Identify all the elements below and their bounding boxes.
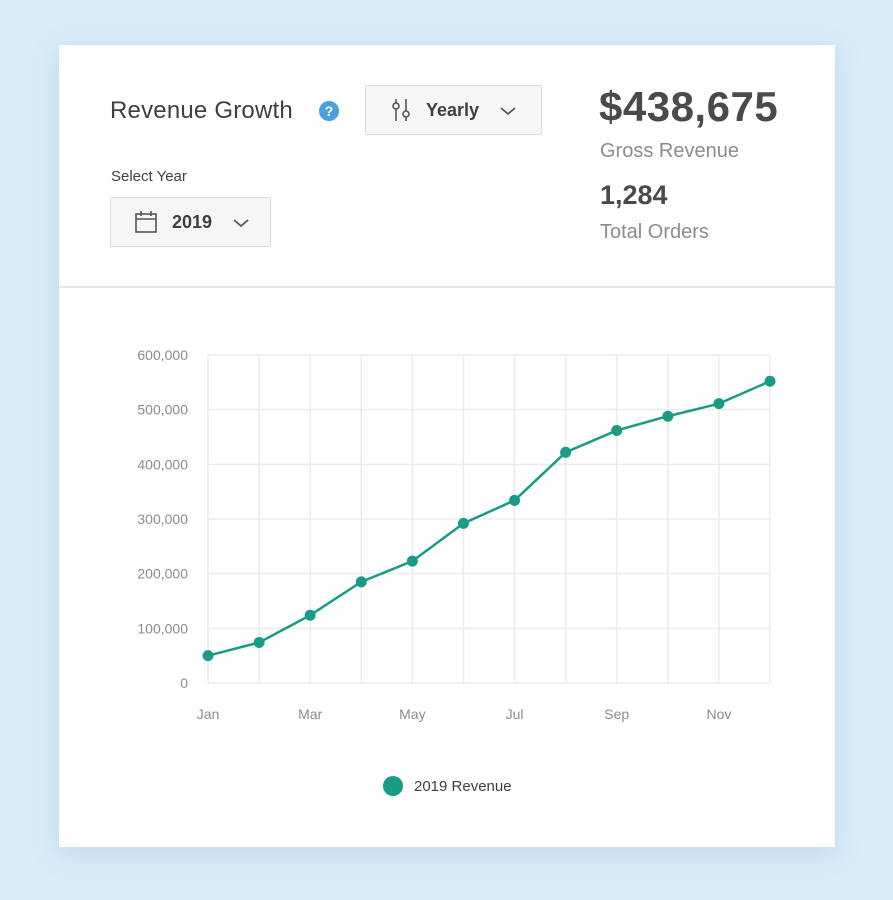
revenue-line-chart: 0 100,000 200,000 300,000 400,000 500,000 600,… (137, 347, 776, 722)
sliders-icon (390, 97, 412, 123)
data-point (355, 576, 367, 588)
data-point (611, 424, 623, 436)
x-tick-label: May (399, 706, 425, 722)
legend-swatch (383, 776, 403, 796)
chevron-down-icon (232, 216, 250, 228)
gross-revenue-value: $438,675 (599, 83, 779, 130)
year-select[interactable]: 2019 (110, 197, 271, 247)
data-point (560, 446, 572, 458)
data-point (764, 375, 776, 387)
year-select-value: 2019 (172, 211, 213, 232)
data-point (509, 494, 521, 506)
y-tick-label: 500,000 (137, 402, 188, 418)
calendar-icon (134, 210, 158, 234)
y-tick-label: 200,000 (137, 566, 188, 582)
y-tick-label: 0 (180, 675, 188, 691)
legend-label: 2019 Revenue (414, 777, 512, 795)
gross-revenue-label: Gross Revenue (600, 140, 739, 162)
x-tick-label: Sep (604, 706, 629, 722)
chart-legend: 2019 Revenue (383, 776, 512, 796)
help-icon[interactable]: ? (319, 101, 339, 121)
y-tick-label: 300,000 (137, 511, 188, 527)
data-point (406, 555, 418, 567)
x-tick-label: Jul (506, 706, 524, 722)
total-orders-value: 1,284 (600, 180, 668, 210)
x-tick-label: Mar (298, 706, 322, 722)
page-title: Revenue Growth (110, 97, 293, 124)
x-tick-label: Nov (706, 706, 731, 722)
data-point (713, 398, 725, 410)
data-point (202, 650, 214, 662)
period-dropdown-value: Yearly (426, 99, 480, 120)
y-tick-label: 600,000 (137, 347, 188, 363)
period-dropdown[interactable]: Yearly (365, 85, 542, 135)
data-point (253, 637, 265, 649)
revenue-card: Revenue Growth ? Yearly Select Year (59, 45, 835, 847)
series-line (207, 380, 771, 657)
data-point (457, 517, 469, 529)
data-point (304, 609, 316, 621)
data-point (662, 410, 674, 422)
x-tick-label: Jan (197, 706, 220, 722)
total-orders-label: Total Orders (600, 221, 709, 243)
chevron-down-icon (499, 104, 517, 116)
y-tick-label: 400,000 (137, 456, 188, 472)
card-header: Revenue Growth ? Yearly Select Year (59, 45, 835, 288)
y-tick-label: 100,000 (137, 620, 188, 636)
select-year-label: Select Year (111, 168, 187, 185)
